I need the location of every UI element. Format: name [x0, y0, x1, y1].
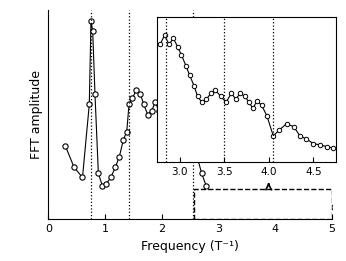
X-axis label: Frequency (T⁻¹): Frequency (T⁻¹)	[142, 240, 239, 253]
Bar	[194, 189, 332, 219]
Y-axis label: FFT amplitude: FFT amplitude	[30, 70, 43, 159]
